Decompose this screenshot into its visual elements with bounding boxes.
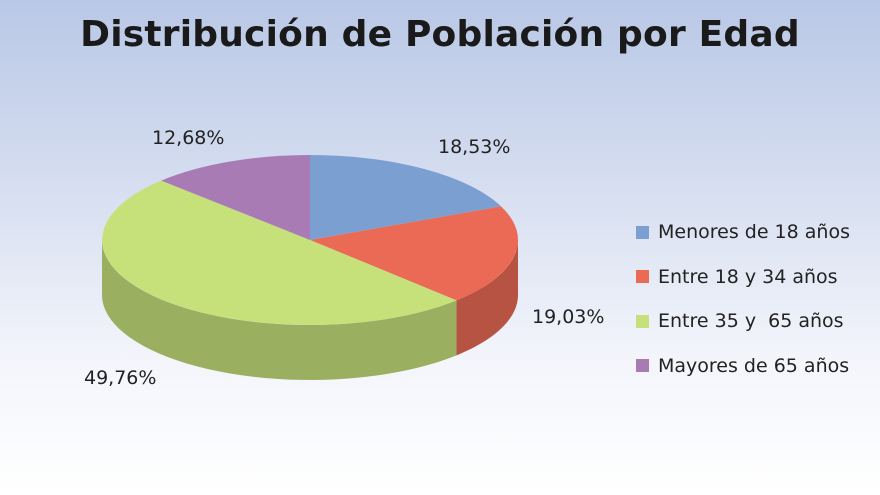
data-label-menores: 18,53% bbox=[438, 136, 511, 158]
legend: Menores de 18 años Entre 18 y 34 años En… bbox=[636, 210, 850, 388]
legend-swatch-mayores bbox=[636, 359, 649, 373]
slice-mayores bbox=[161, 155, 310, 240]
data-label-entre-35-65: 49,76% bbox=[84, 367, 157, 389]
legend-label-mayores: Mayores de 65 años bbox=[658, 354, 850, 377]
legend-item-entre-18-34: Entre 18 y 34 años bbox=[636, 255, 850, 300]
legend-label-entre-35-65: Entre 35 y 65 años bbox=[658, 310, 844, 333]
legend-label-entre-18-34: Entre 18 y 34 años bbox=[658, 265, 838, 288]
legend-item-mayores: Mayores de 65 años bbox=[636, 344, 850, 389]
legend-label-menores: Menores de 18 años bbox=[658, 221, 850, 244]
legend-swatch-entre-35-65 bbox=[636, 314, 649, 328]
legend-item-entre-35-65: Entre 35 y 65 años bbox=[636, 299, 850, 344]
legend-swatch-menores bbox=[636, 225, 649, 239]
slice-entre-35-65 bbox=[102, 180, 457, 325]
slice-side-entre-35-65 bbox=[102, 240, 457, 380]
chart-title: Distribución de Población por Edad bbox=[80, 14, 800, 55]
legend-swatch-entre-18-34 bbox=[636, 270, 649, 284]
data-label-mayores: 12,68% bbox=[152, 127, 225, 149]
slice-entre-18-34 bbox=[310, 206, 518, 301]
slice-side-entre-18-34 bbox=[456, 240, 518, 356]
slice-menores bbox=[310, 154, 502, 240]
legend-item-menores: Menores de 18 años bbox=[636, 210, 850, 255]
data-label-entre-18-34: 19,03% bbox=[532, 306, 605, 328]
